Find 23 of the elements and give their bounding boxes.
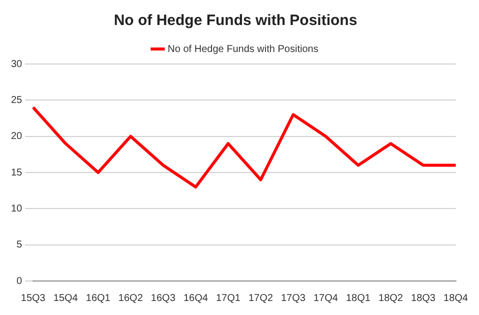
chart-title: No of Hedge Funds with Positions (114, 12, 358, 30)
x-tick-label: 17Q1 (216, 292, 241, 304)
x-tick-label: 17Q4 (313, 292, 338, 304)
x-tick-label: 15Q4 (53, 292, 78, 304)
y-tick-label: 20 (11, 131, 23, 142)
x-tick-label: 16Q2 (118, 292, 144, 304)
x-tick-label: 16Q4 (183, 292, 208, 304)
x-tick-label: 17Q3 (280, 292, 306, 304)
y-tick-label: 25 (11, 94, 23, 106)
y-tick-label: 10 (11, 203, 23, 214)
x-tick-label: 16Q3 (150, 292, 176, 304)
x-tick-label: 15Q3 (20, 292, 46, 304)
y-tick-label: 0 (16, 276, 23, 287)
x-tick-label: 16Q1 (86, 292, 111, 304)
x-tick-label: 18Q2 (378, 292, 404, 304)
legend-label: No of Hedge Funds with Positions (168, 44, 318, 55)
y-tick-label: 5 (16, 240, 23, 251)
y-tick-label: 15 (11, 167, 23, 178)
x-tick-label: 18Q4 (444, 292, 468, 304)
y-tick-label: 30 (11, 58, 23, 70)
x-tick-label: 17Q2 (248, 292, 274, 304)
x-tick-label: 18Q3 (411, 292, 436, 304)
x-tick-label: 18Q1 (346, 292, 371, 304)
